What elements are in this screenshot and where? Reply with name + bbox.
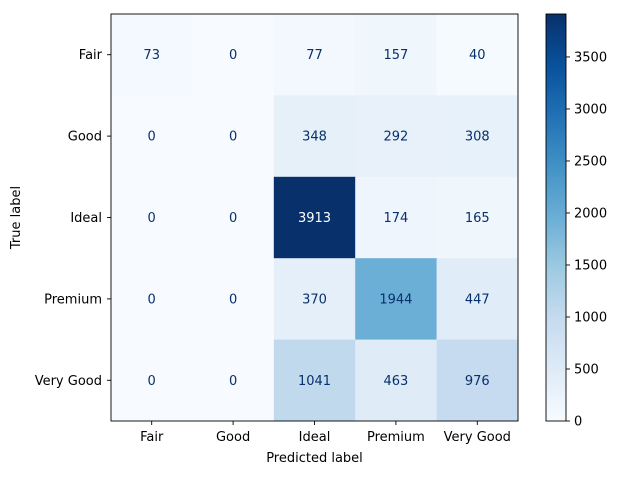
cell-value-label: 292 xyxy=(383,130,408,145)
heatmap-cell xyxy=(192,258,275,341)
heatmap-cell xyxy=(436,176,519,259)
heatmap-cell xyxy=(273,14,356,96)
colorbar-ticks: 0 500 1000 1500 2000 2500 3000 3500 xyxy=(566,50,607,430)
cell-value-label: 0 xyxy=(229,48,237,63)
heatmap-cell xyxy=(355,339,438,422)
heatmap-cell xyxy=(436,95,519,178)
heatmap-cell xyxy=(355,258,438,341)
cell-value-label: 308 xyxy=(465,130,490,145)
heatmap-cell xyxy=(436,14,519,96)
heatmap-cell xyxy=(355,14,438,96)
colorbar-gradient xyxy=(546,14,566,421)
y-tick-label: Premium xyxy=(44,292,102,307)
y-tick-label: Ideal xyxy=(70,211,102,226)
heatmap-cell xyxy=(111,339,193,422)
heatmap-cells: 73 0 77 157 40 0 0 348 292 308 0 0 3913 174 165 0 0 370 19… xyxy=(111,14,519,422)
x-tick-label: Good xyxy=(216,430,250,445)
cell-value-label: 3913 xyxy=(298,211,331,226)
cell-value-label: 976 xyxy=(465,374,490,389)
colorbar-tick-label: 1000 xyxy=(574,310,607,325)
colorbar-tick-label: 3000 xyxy=(574,102,607,117)
cell-value-label: 40 xyxy=(469,48,486,63)
colorbar-frame xyxy=(545,13,567,422)
heatmap-cell xyxy=(436,258,519,341)
colorbar-tick-label: 2000 xyxy=(574,206,607,221)
heatmap-cell xyxy=(192,176,275,259)
heatmap-cell xyxy=(355,95,438,178)
colorbar-tick-label: 3500 xyxy=(574,50,607,65)
x-axis-label: Predicted label xyxy=(266,451,363,466)
cell-value-label: 348 xyxy=(302,130,327,145)
x-tick-label: Fair xyxy=(140,430,164,445)
cell-value-label: 0 xyxy=(229,211,237,226)
cell-value-label: 0 xyxy=(148,374,156,389)
cell-value-label: 77 xyxy=(306,48,323,63)
heatmap-cell xyxy=(192,339,275,422)
cell-value-label: 0 xyxy=(229,130,237,145)
cell-value-label: 447 xyxy=(465,292,490,307)
y-axis-label: True label xyxy=(9,186,24,250)
colorbar-tick-label: 2500 xyxy=(574,154,607,169)
cell-value-label: 463 xyxy=(383,374,408,389)
heatmap-cell xyxy=(192,14,275,96)
heatmap-cell xyxy=(192,95,275,178)
x-tick-label: Premium xyxy=(367,430,425,445)
cell-value-label: 0 xyxy=(229,374,237,389)
heatmap-cell xyxy=(273,258,356,341)
heatmap-cell xyxy=(273,339,356,422)
colorbar-tick-label: 1500 xyxy=(574,258,607,273)
colorbar-tick-label: 0 xyxy=(574,415,582,430)
cell-value-label: 165 xyxy=(465,211,490,226)
heatmap-cell xyxy=(273,95,356,178)
heatmap-cell xyxy=(355,176,438,259)
cell-value-label: 0 xyxy=(229,292,237,307)
colorbar-tick-label: 500 xyxy=(574,362,599,377)
cell-value-label: 0 xyxy=(148,292,156,307)
heatmap-cell xyxy=(111,95,193,178)
cell-value-label: 174 xyxy=(383,211,408,226)
x-tick-label: Ideal xyxy=(299,430,331,445)
heatmap-cell xyxy=(111,14,193,96)
heatmap-cell xyxy=(111,258,193,341)
y-axis: Fair Good Ideal Premium Very Good xyxy=(35,48,111,389)
y-tick-label: Very Good xyxy=(35,374,102,389)
x-axis: Fair Good Ideal Premium Very Good xyxy=(140,421,511,445)
y-tick-label: Fair xyxy=(79,48,103,63)
cell-value-label: 0 xyxy=(148,211,156,226)
cell-value-label: 370 xyxy=(302,292,327,307)
heatmap-cell xyxy=(111,176,193,259)
x-tick-label: Very Good xyxy=(444,430,511,445)
cell-value-label: 1041 xyxy=(298,374,331,389)
cell-value-label: 1944 xyxy=(379,292,412,307)
y-tick-label: Good xyxy=(68,130,102,145)
cell-value-label: 0 xyxy=(148,130,156,145)
cell-value-label: 157 xyxy=(383,48,408,63)
heatmap-cell xyxy=(436,339,519,422)
heatmap-cell xyxy=(273,176,356,259)
cell-value-label: 73 xyxy=(143,48,160,63)
colorbar: 0 500 1000 1500 2000 2500 3000 3500 xyxy=(545,13,607,430)
